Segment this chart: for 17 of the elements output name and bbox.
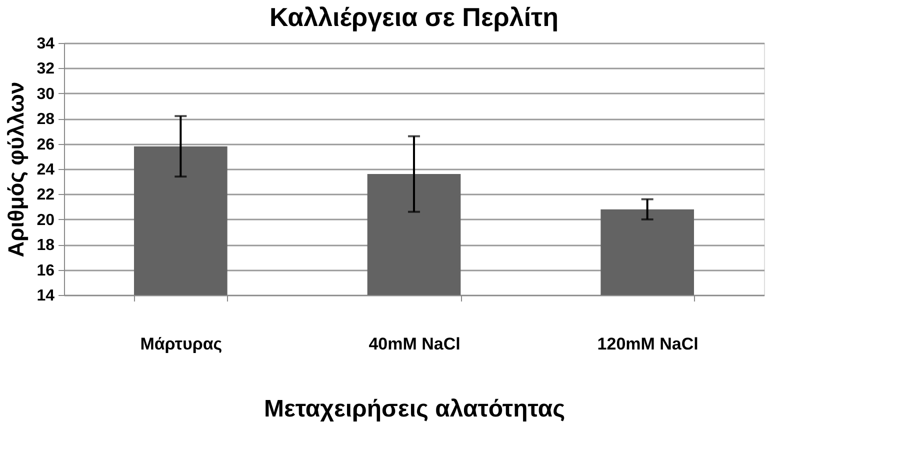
y-tick-label: 26 — [36, 136, 55, 154]
y-tick-label: 18 — [36, 237, 55, 254]
y-tick-label: 20 — [36, 212, 55, 229]
y-tick-label: 24 — [36, 162, 55, 178]
y-tick-label: 32 — [36, 60, 55, 78]
x-axis-title: Μεταχειρήσεις αλατότητας — [264, 396, 566, 422]
y-tick-label: 28 — [36, 111, 55, 128]
y-tick-label: 14 — [36, 288, 55, 304]
x-tick-label: 120mM NaCl — [597, 334, 698, 354]
y-tick-label: 30 — [36, 86, 55, 103]
chart-title: Καλλιέργεια σε Περλίτη — [269, 2, 559, 32]
y-tick-label: 34 — [36, 36, 55, 52]
y-tick-label: 22 — [36, 186, 55, 204]
x-tick-label: Μάρτυρας — [140, 334, 222, 354]
y-tick-label: 16 — [36, 262, 55, 280]
x-tick-label: 40mM NaCl — [368, 334, 460, 354]
y-axis-title: Αριθμός φύλλων — [4, 82, 29, 258]
